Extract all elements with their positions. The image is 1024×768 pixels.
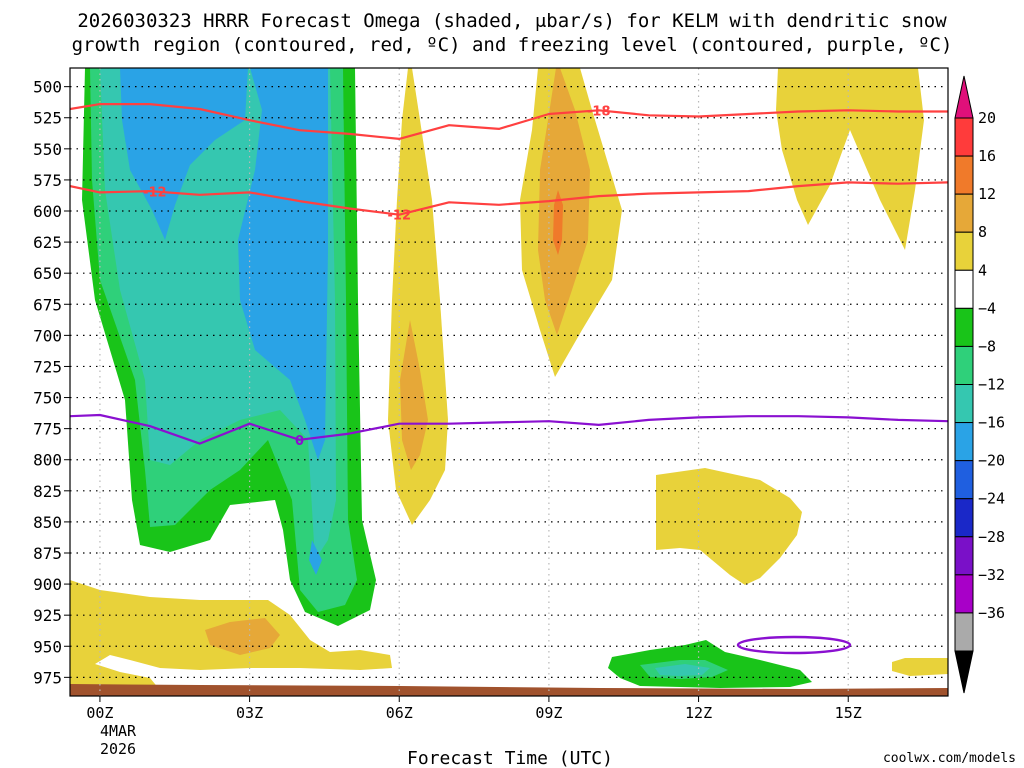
- plot-frame: [69, 67, 949, 697]
- y-tick-label: 775: [33, 420, 62, 439]
- date-label-month-day: 4MAR: [100, 722, 137, 740]
- x-tick-label: 15Z: [835, 704, 862, 722]
- colorbar-segment: [954, 460, 974, 500]
- y-tick-label: 500: [33, 78, 62, 97]
- omega-region-lowlevel-descent-orange: [205, 618, 280, 655]
- colorbar-tick-label: −12: [978, 376, 1005, 394]
- y-tick-label: 575: [33, 171, 62, 190]
- omega-region-descent-15z-yellow: [776, 68, 924, 250]
- colorbar-segment: [954, 193, 974, 233]
- omega-region-descent-09z-red: [553, 190, 563, 255]
- omega-region-descent-16z-yellow: [892, 658, 948, 676]
- chart-title-line2: growth region (contoured, red, ºC) and f…: [72, 34, 953, 56]
- colorbar-tick-label: 20: [978, 109, 996, 127]
- colorbar-segment: [954, 536, 974, 576]
- colorbar-tick-label: −16: [978, 414, 1005, 432]
- omega-region-descent-09z-orange: [538, 68, 590, 335]
- colorbar-tick-label: −32: [978, 566, 1005, 584]
- colorbar-segment: [954, 269, 974, 309]
- colorbar-segment: [954, 155, 974, 195]
- colorbar-over-triangle: [954, 75, 974, 119]
- colorbar-segment: [954, 307, 974, 347]
- x-tick-label: 09Z: [535, 704, 562, 722]
- grid: [70, 68, 948, 696]
- omega-shading: [70, 68, 948, 690]
- colorbar-segment: [954, 231, 974, 271]
- contour-line: [70, 413, 948, 445]
- y-tick-label: 875: [33, 544, 62, 563]
- contour-label: -12: [143, 185, 167, 200]
- y-tick-label: 850: [33, 513, 62, 532]
- colorbar-segment: [954, 422, 974, 462]
- freezing-level-closed-contour: [736, 635, 852, 655]
- colorbar-tick-label: −8: [978, 337, 996, 355]
- contour-label: -18: [587, 104, 611, 119]
- omega-region-ascent-blue-left: [120, 68, 248, 240]
- y-tick-label: 600: [33, 202, 62, 221]
- contour-labels: -18 -12 0 -12: [143, 104, 611, 449]
- colorbar: 20 16 12 8 4 −4 −8 −12 −16 −20 −24 −28 −32 −36: [954, 75, 1005, 694]
- colorbar-segment: [954, 345, 974, 385]
- colorbar-segment: [954, 117, 974, 157]
- x-tick-label: 06Z: [386, 704, 413, 722]
- colorbar-segment: [954, 498, 974, 538]
- contour-label: 0: [295, 434, 304, 449]
- colorbar-tick-label: −20: [978, 452, 1005, 470]
- terrain-surface: [70, 684, 948, 696]
- colorbar-tick-label: 4: [978, 261, 987, 279]
- omega-region-lowlevel-ascent-cyan: [655, 664, 710, 676]
- y-tick-label: 800: [33, 451, 62, 470]
- colorbar-tick-label: −24: [978, 490, 1005, 508]
- colorbar-segment: [954, 384, 974, 424]
- x-axis-label: Forecast Time (UTC): [407, 748, 613, 768]
- y-tick-label: 975: [33, 668, 62, 687]
- contours: [70, 102, 948, 445]
- omega-region-ascent-blue-low: [309, 540, 322, 575]
- colorbar-under-triangle: [954, 650, 974, 694]
- x-tick-label: 12Z: [685, 704, 712, 722]
- credit-text: coolwx.com/models: [883, 751, 1016, 766]
- colorbar-tick-label: 16: [978, 147, 996, 165]
- x-axis: 00Z 03Z 06Z 09Z 12Z 15Z: [86, 696, 862, 722]
- colorbar-tick-label: 12: [978, 185, 996, 203]
- x-tick-label: 03Z: [236, 704, 263, 722]
- omega-region-descent-06z-orange: [400, 320, 428, 470]
- colorbar-tick-label: 8: [978, 223, 987, 241]
- colorbar-tick-label: −36: [978, 604, 1005, 622]
- y-tick-label: 825: [33, 482, 62, 501]
- y-tick-label: 900: [33, 575, 62, 594]
- x-tick-label: 00Z: [86, 704, 113, 722]
- y-tick-label: 625: [33, 233, 62, 252]
- y-axis: 500 525 550 575 600 625 650 675 700 725 750 775 800 8…: [33, 78, 70, 687]
- chart-title-line1: 2026030323 HRRR Forecast Omega (shaded, …: [77, 10, 947, 32]
- colorbar-tick-label: −4: [978, 299, 996, 317]
- colorbar-segment: [954, 612, 974, 652]
- y-tick-label: 550: [33, 140, 62, 159]
- colorbar-segment: [954, 574, 974, 614]
- y-tick-label: 950: [33, 637, 62, 656]
- y-tick-label: 525: [33, 109, 62, 128]
- omega-region-descent-12z-yellow: [656, 468, 802, 585]
- date-label-year: 2026: [100, 740, 136, 758]
- contour-line: [70, 102, 948, 140]
- omega-region-ascent-blue-right: [238, 68, 328, 460]
- colorbar-tick-label: −28: [978, 528, 1005, 546]
- contour-line: [70, 181, 948, 216]
- y-tick-label: 925: [33, 606, 62, 625]
- y-tick-label: 675: [33, 295, 62, 314]
- y-tick-label: 700: [33, 326, 62, 345]
- y-tick-label: 750: [33, 389, 62, 408]
- y-tick-label: 725: [33, 357, 62, 376]
- y-tick-label: 650: [33, 264, 62, 283]
- contour-label: -12: [388, 209, 412, 224]
